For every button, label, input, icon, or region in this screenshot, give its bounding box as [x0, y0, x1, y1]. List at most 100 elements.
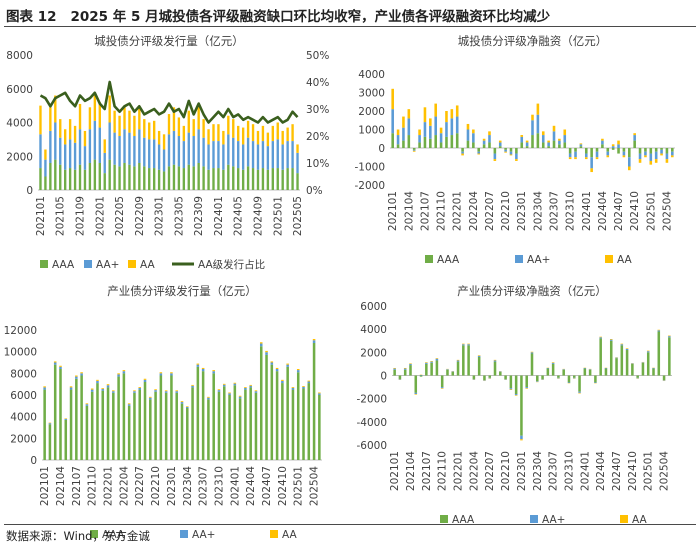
bar-aaplus — [261, 141, 265, 169]
bar-aaa — [412, 148, 416, 150]
bar-aaa — [646, 352, 650, 376]
bar-aaplus — [192, 136, 195, 167]
bar-aaplus — [159, 373, 163, 376]
bar-aaa — [217, 168, 220, 190]
bar-aaplus — [668, 336, 671, 338]
y-tick-label: 4000 — [358, 69, 385, 81]
x-tick-label: 202110 — [437, 451, 449, 491]
bar-aaa — [563, 142, 567, 148]
bar-aaa — [271, 168, 274, 190]
bar-aaplus — [435, 358, 439, 361]
bar-aaa — [286, 168, 289, 190]
bar-aaa — [525, 375, 528, 388]
bar-aaa — [83, 169, 87, 190]
y2-tick-label: 0% — [306, 185, 323, 197]
bar-aaa — [196, 366, 200, 460]
legend-swatch-aa — [620, 515, 628, 523]
bar-aaa — [611, 148, 615, 150]
bar-aa — [461, 153, 464, 156]
y-tick-label: 8000 — [6, 50, 33, 62]
bar-aaa — [393, 369, 396, 376]
bar-aaplus — [462, 344, 465, 346]
bar-aa — [101, 388, 105, 390]
bar-aaplus — [409, 363, 412, 366]
bar-aaa — [625, 350, 629, 376]
y-tick-label: 0 — [378, 143, 385, 155]
legend-swatch-aaplus — [530, 515, 538, 523]
chart-title: 城投债分评级净融资（亿元） — [458, 34, 608, 48]
x-tick-label: 202304 — [532, 191, 544, 231]
bar-aa — [402, 116, 405, 128]
bar-aa — [312, 338, 316, 341]
bar-aaa — [167, 166, 171, 190]
bar-aaa — [96, 383, 99, 460]
bar-aaa — [266, 169, 270, 190]
x-tick-label: 202410 — [629, 191, 641, 231]
bar-aa — [276, 122, 279, 140]
bar-aaa — [172, 164, 176, 190]
bar-aaplus — [509, 151, 513, 155]
bar-aaplus — [631, 363, 634, 364]
bar-aaplus — [276, 139, 279, 169]
legend-label: AA+ — [527, 254, 550, 266]
bar-aaa — [228, 395, 231, 460]
bar-aaplus — [128, 132, 131, 165]
bar-aa — [558, 138, 561, 141]
bar-aaplus — [622, 151, 626, 156]
bar-aaplus — [531, 120, 534, 136]
bar-aa — [98, 102, 101, 128]
bar-aa — [654, 159, 658, 163]
bar-aaplus — [472, 378, 476, 380]
bar-aaa — [568, 148, 572, 154]
bar-aa — [217, 124, 220, 142]
bar-aaa — [425, 363, 428, 376]
bar-aaplus — [557, 377, 560, 379]
bar-aaa — [531, 135, 534, 148]
bar-aa — [149, 396, 152, 398]
bar-aaplus — [541, 378, 544, 380]
bar-aa — [261, 125, 265, 142]
bar-aa — [83, 130, 87, 147]
bar-aaplus — [594, 382, 597, 384]
y-tick-label: -2000 — [356, 394, 387, 406]
bar-aaa — [451, 372, 455, 376]
bar-aaa — [504, 148, 507, 150]
x-tick-label: 202205 — [114, 196, 126, 236]
bar-aaplus — [498, 142, 502, 147]
bar-aaplus — [256, 144, 260, 170]
bar-aaa — [536, 375, 539, 382]
bar-aaplus — [170, 373, 173, 376]
y2-tick-label: 30% — [306, 104, 329, 116]
bar-aaplus — [259, 343, 263, 347]
bar-aaa — [73, 169, 77, 190]
bar-aaa — [578, 375, 581, 392]
bar-aaplus — [167, 134, 171, 167]
bar-aa — [254, 390, 258, 392]
y-tick-label: 6000 — [360, 301, 387, 313]
bar-aa — [590, 168, 593, 173]
bar-aa — [551, 362, 555, 363]
bar-aaplus — [601, 140, 604, 145]
bar-aaa — [594, 375, 597, 383]
x-tick-label: 202110 — [436, 191, 448, 231]
bar-aaplus — [419, 374, 423, 376]
bar-aaa — [488, 142, 491, 148]
bar-aaa — [557, 375, 560, 378]
bar-aa — [192, 119, 195, 136]
bar-aaa — [59, 164, 62, 190]
bar-aaa — [143, 166, 146, 190]
legend-swatch-aa — [605, 255, 613, 263]
y2-tick-label: 50% — [306, 50, 329, 62]
y-tick-label: 6000 — [10, 390, 37, 402]
bar-aa — [440, 388, 444, 389]
bar-aaplus — [207, 144, 210, 170]
figure-title: 图表 12 2025 年 5 月城投债各评级融资缺口环比均收窄，产业债各评级融资环… — [6, 5, 550, 25]
bar-aaplus — [122, 371, 126, 374]
bar-aaa — [149, 399, 152, 460]
bar-aaa — [493, 361, 497, 376]
bar-aaplus — [43, 387, 46, 390]
bar-aaplus — [644, 151, 647, 156]
bar-aaa — [118, 166, 121, 190]
x-tick-label: 202104 — [403, 191, 415, 231]
bar-aa — [123, 105, 126, 130]
